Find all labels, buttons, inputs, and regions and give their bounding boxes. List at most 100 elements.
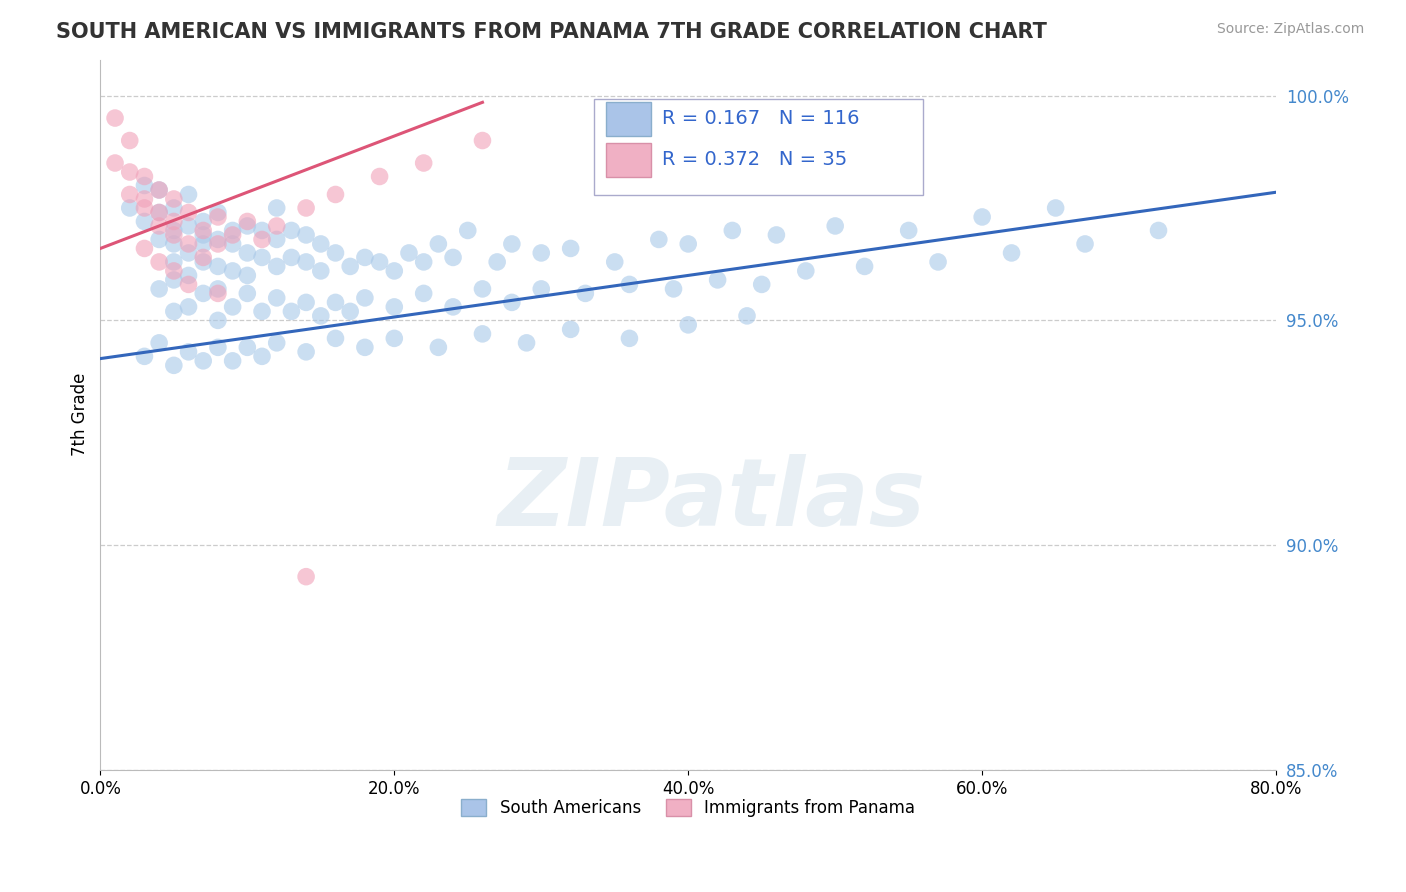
Point [412, 255, 434, 269]
Point [207, 313, 229, 327]
Point [676, 236, 699, 251]
Point [177, 300, 200, 314]
Point [574, 286, 596, 301]
Point [354, 251, 377, 265]
Point [207, 286, 229, 301]
Point [148, 232, 170, 246]
Point [794, 264, 817, 278]
Point [676, 318, 699, 332]
Point [134, 178, 156, 193]
Point [280, 304, 302, 318]
Point [163, 236, 186, 251]
Point [765, 227, 787, 242]
Point [134, 192, 156, 206]
Point [927, 255, 949, 269]
Text: R = 0.372   N = 35: R = 0.372 N = 35 [662, 150, 848, 169]
Point [309, 264, 332, 278]
Point [148, 282, 170, 296]
Point [501, 295, 523, 310]
Point [163, 359, 186, 373]
Point [266, 260, 288, 274]
Point [412, 286, 434, 301]
Point [104, 156, 127, 170]
Point [266, 232, 288, 246]
Point [148, 183, 170, 197]
Point [280, 223, 302, 237]
Point [295, 227, 318, 242]
Point [193, 354, 215, 368]
Point [721, 223, 744, 237]
Point [1147, 223, 1170, 237]
Point [354, 340, 377, 354]
Point [207, 282, 229, 296]
Point [398, 246, 420, 260]
Point [221, 264, 243, 278]
Point [516, 335, 538, 350]
Point [560, 242, 582, 256]
Point [118, 201, 141, 215]
Point [148, 219, 170, 233]
Point [148, 183, 170, 197]
Point [193, 255, 215, 269]
Point [148, 205, 170, 219]
Point [266, 291, 288, 305]
Point [309, 309, 332, 323]
Point [177, 236, 200, 251]
Point [501, 236, 523, 251]
Point [486, 255, 509, 269]
Point [295, 255, 318, 269]
Point [382, 300, 405, 314]
Point [221, 227, 243, 242]
Point [295, 295, 318, 310]
Point [207, 210, 229, 224]
Point [1074, 236, 1097, 251]
Point [382, 264, 405, 278]
Point [193, 236, 215, 251]
Point [412, 156, 434, 170]
Text: Source: ZipAtlas.com: Source: ZipAtlas.com [1216, 22, 1364, 37]
Point [368, 255, 391, 269]
Point [177, 219, 200, 233]
Point [603, 255, 626, 269]
Point [193, 227, 215, 242]
Point [207, 205, 229, 219]
Point [295, 344, 318, 359]
Point [236, 340, 259, 354]
Point [163, 214, 186, 228]
Point [163, 273, 186, 287]
Point [427, 340, 450, 354]
Point [221, 300, 243, 314]
Point [325, 331, 347, 345]
Point [325, 295, 347, 310]
Point [250, 223, 273, 237]
Point [250, 304, 273, 318]
Point [118, 134, 141, 148]
Point [193, 286, 215, 301]
Point [751, 277, 773, 292]
Point [148, 205, 170, 219]
Point [457, 223, 479, 237]
Point [236, 268, 259, 283]
Text: SOUTH AMERICAN VS IMMIGRANTS FROM PANAMA 7TH GRADE CORRELATION CHART: SOUTH AMERICAN VS IMMIGRANTS FROM PANAMA… [56, 22, 1047, 42]
Point [530, 282, 553, 296]
Point [163, 201, 186, 215]
Point [250, 251, 273, 265]
FancyBboxPatch shape [606, 143, 651, 177]
Point [118, 187, 141, 202]
Point [339, 304, 361, 318]
Point [897, 223, 920, 237]
Point [471, 326, 494, 341]
Text: ZIPatlas: ZIPatlas [498, 454, 925, 546]
Point [163, 192, 186, 206]
Point [354, 291, 377, 305]
Point [250, 232, 273, 246]
Point [177, 277, 200, 292]
Point [221, 354, 243, 368]
Point [280, 251, 302, 265]
Point [221, 223, 243, 237]
Point [177, 344, 200, 359]
Point [236, 219, 259, 233]
Point [706, 273, 728, 287]
Point [662, 282, 685, 296]
Point [824, 219, 846, 233]
